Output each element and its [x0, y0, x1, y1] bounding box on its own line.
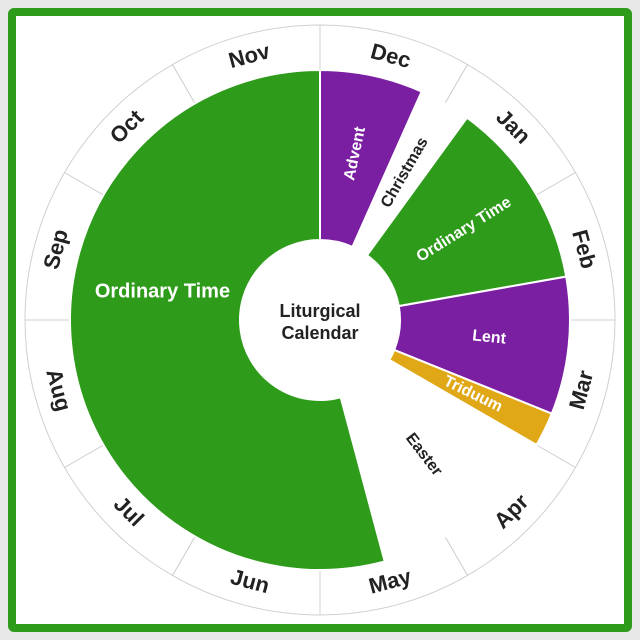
liturgical-calendar-chart: DecJanFebMarAprMayJunJulAugSepOctNovAdve…	[16, 16, 624, 624]
chart-frame: DecJanFebMarAprMayJunJulAugSepOctNovAdve…	[8, 8, 632, 632]
center-title-line2: Calendar	[281, 323, 358, 343]
season-label: Lent	[471, 327, 507, 348]
season-label: Ordinary Time	[95, 280, 230, 302]
center-title-line1: Liturgical	[279, 301, 360, 321]
